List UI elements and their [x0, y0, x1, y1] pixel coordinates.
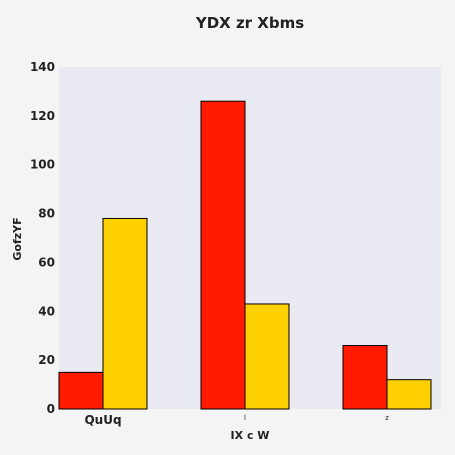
- bar: [58, 371, 104, 410]
- y-axis-ticks: 0 20 40 60 80 100 120 140: [30, 60, 55, 416]
- bar: [244, 303, 290, 410]
- y-tick-label: 40: [38, 304, 55, 318]
- bar: [200, 100, 246, 410]
- bars-group: [58, 100, 432, 410]
- y-tick-label: 20: [38, 353, 55, 367]
- x-tick-label: QuUq: [84, 413, 121, 427]
- x-tick-label: z: [385, 414, 389, 422]
- y-tick-label: 120: [30, 109, 55, 123]
- y-tick-label: 100: [30, 158, 55, 172]
- y-tick-label: 80: [38, 207, 55, 221]
- x-axis-label: IX c W: [231, 429, 270, 442]
- y-axis-label: GofzYF: [11, 217, 24, 260]
- x-axis-ticks: QuUq l z: [84, 413, 389, 427]
- y-tick-label: 60: [38, 255, 55, 269]
- bar: [342, 344, 388, 410]
- y-tick-label: 0: [47, 402, 55, 416]
- y-tick-label: 140: [30, 60, 55, 74]
- bar: [102, 217, 148, 410]
- chart-title: YDX zr Xbms: [195, 14, 304, 32]
- x-tick-label: l: [244, 414, 246, 422]
- bar: [386, 379, 432, 410]
